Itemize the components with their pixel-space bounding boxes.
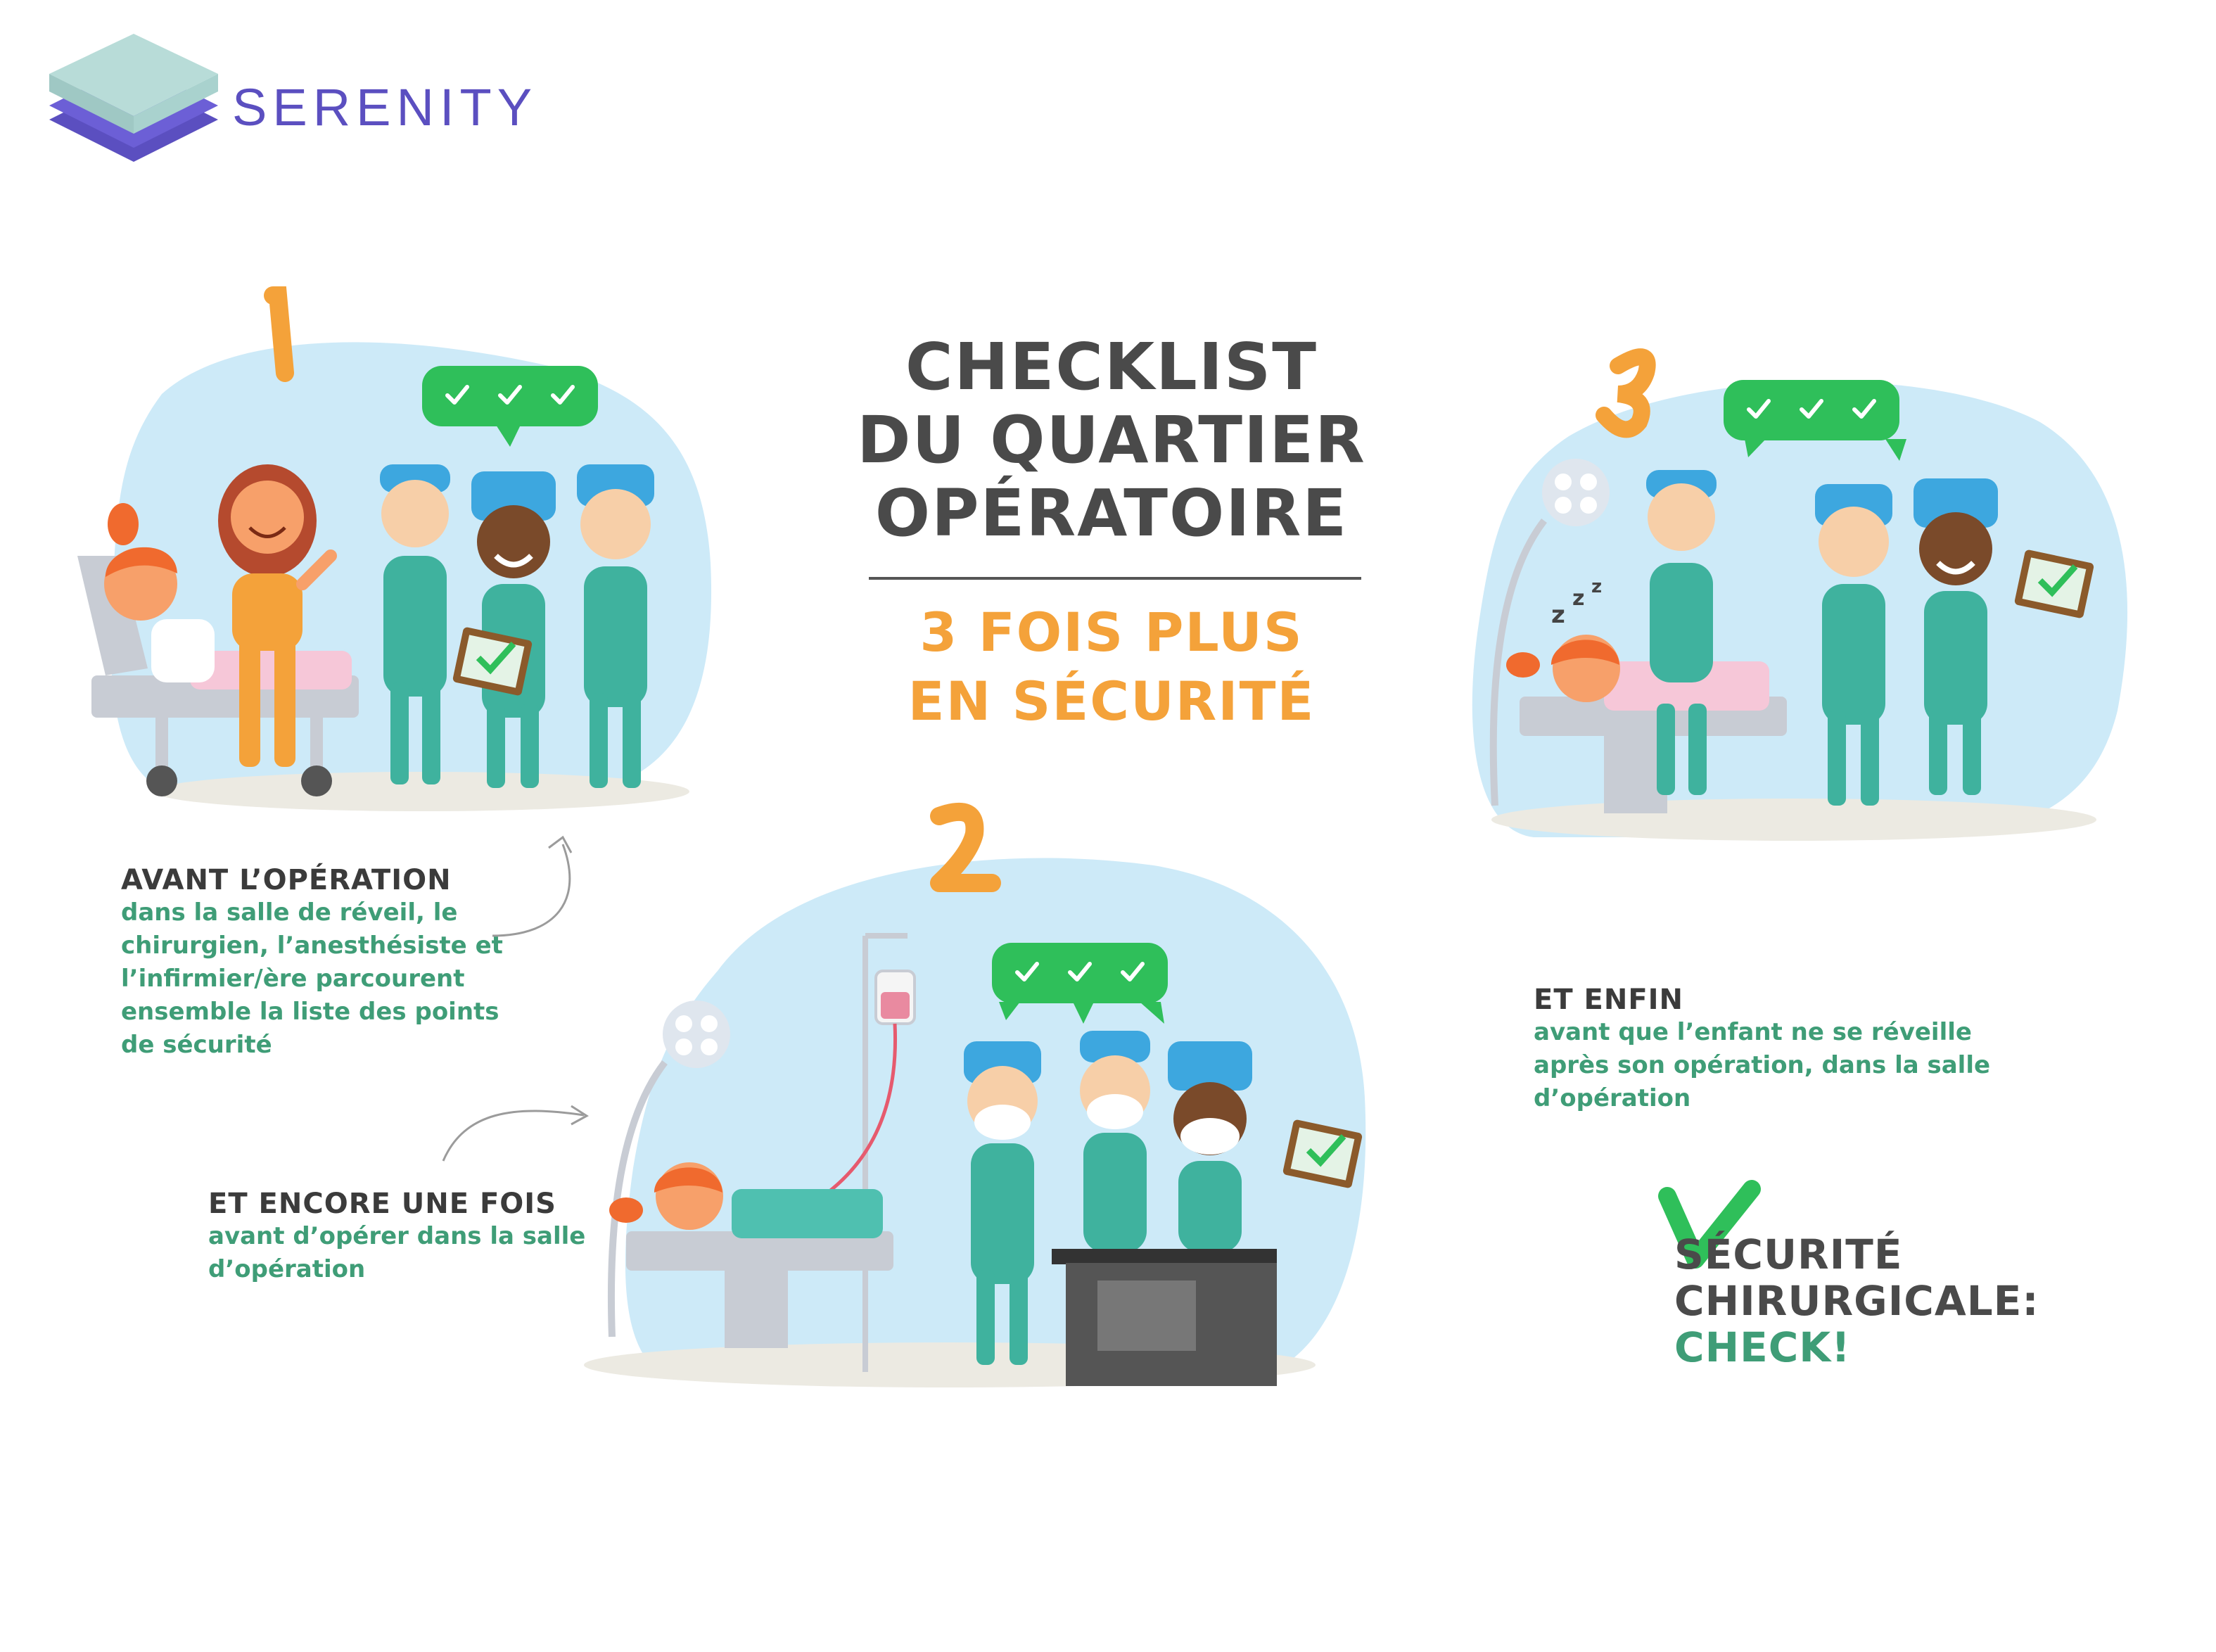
background-blob <box>1472 381 2128 837</box>
clipboard-icon <box>2014 549 2094 618</box>
surgeon-figure <box>1646 470 1717 795</box>
operating-table <box>626 1189 893 1348</box>
anesthetist-figure <box>1168 1041 1252 1252</box>
anesthetist-figure <box>1913 478 1998 795</box>
subtitle-line-2: EN SÉCURITÉ <box>908 670 1316 732</box>
child-patient <box>104 503 215 682</box>
speech-bubble-icon <box>992 943 1168 1024</box>
title-line-1: CHECKLIST <box>905 329 1318 405</box>
scene-step-3: z z z <box>1472 348 2128 841</box>
title-line-3: OPÉRATOIRE <box>874 476 1349 551</box>
surgical-lamp-icon <box>607 1000 730 1338</box>
surgeon-figure <box>964 1041 1041 1365</box>
step-number-2 <box>930 802 1001 892</box>
step-3-body: avant que l’enfant ne se réveille après … <box>1534 1018 1991 1112</box>
check-icon <box>1658 1180 1761 1269</box>
final-statement: SÉCURITÉ CHIRURGICALE: CHECK! <box>1674 1231 2039 1371</box>
page-subtitle: 3 FOIS PLUS EN SÉCURITÉ <box>844 598 1379 736</box>
step-number-1 <box>264 286 294 382</box>
hospital-bed <box>77 556 359 796</box>
brand-name: SERENITY <box>232 78 538 136</box>
scene-step-1 <box>77 286 712 811</box>
step-2-heading: ET ENCORE UNE FOIS <box>208 1188 556 1220</box>
scene-step-2 <box>584 802 1366 1387</box>
step-1-heading: AVANT L’OPÉRATION <box>121 864 452 896</box>
title-line-2: DU QUARTIER <box>857 402 1366 478</box>
arrow-icon <box>492 844 571 937</box>
svg-text:z: z <box>1572 586 1584 611</box>
final-line-1: SÉCURITÉ <box>1674 1231 1903 1278</box>
page-title: CHECKLIST DU QUARTIER OPÉRATOIRE <box>844 331 1379 550</box>
subtitle-line-1: 3 FOIS PLUS <box>919 601 1304 663</box>
surgeon-figure-2 <box>1080 1031 1150 1252</box>
step-1-body: dans la salle de réveil, le chirurgien, … <box>121 898 503 1059</box>
speech-bubble-icon <box>422 366 598 447</box>
step-3-caption: ET ENFIN avant que l’enfant ne se réveil… <box>1534 984 2026 1115</box>
step-2-body: avant d’opérer dans la salle d’opération <box>208 1222 586 1283</box>
step-2-caption: ET ENCORE UNE FOIS avant d’opérer dans l… <box>208 1188 602 1286</box>
nurse-figure <box>1815 484 1892 806</box>
iv-bag-icon <box>822 933 916 1372</box>
clipboard-icon <box>1282 1119 1363 1188</box>
svg-text:z: z <box>1591 576 1602 597</box>
clipboard-icon <box>452 627 533 696</box>
nurse-figure <box>577 464 654 788</box>
sleep-zzz-icon: z <box>1551 601 1565 629</box>
surgical-lamp-icon <box>1489 459 1610 806</box>
final-line-3: CHECK! <box>1674 1323 1851 1371</box>
instrument-table <box>1052 1249 1277 1386</box>
layers-logo-icon <box>49 34 218 162</box>
final-line-2: CHIRURGICALE: <box>1674 1277 2039 1325</box>
step-1-caption: AVANT L’OPÉRATION dans la salle de révei… <box>121 864 515 1062</box>
step-3-heading: ET ENFIN <box>1534 984 1684 1016</box>
sleeping-child <box>1506 635 1620 702</box>
surgeon-figure <box>380 464 450 784</box>
speech-bubble-icon <box>1724 380 1906 461</box>
arrow-icon <box>442 1110 585 1162</box>
mother-figure <box>218 464 337 767</box>
title-divider <box>869 577 1361 580</box>
step-number-3 <box>1596 348 1656 438</box>
patient-child <box>609 1162 723 1230</box>
